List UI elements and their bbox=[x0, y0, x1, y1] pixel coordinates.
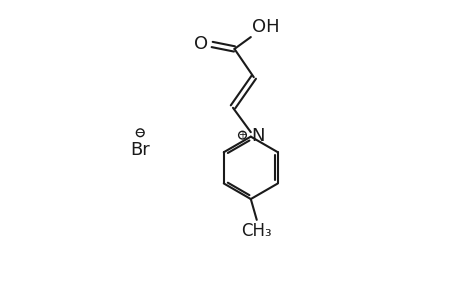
Text: −: − bbox=[135, 128, 145, 138]
Text: +: + bbox=[238, 130, 246, 140]
Text: CH₃: CH₃ bbox=[241, 222, 271, 240]
Text: OH: OH bbox=[252, 18, 280, 36]
Text: O: O bbox=[194, 35, 208, 53]
Text: N: N bbox=[251, 127, 265, 145]
Text: Br: Br bbox=[130, 141, 150, 159]
